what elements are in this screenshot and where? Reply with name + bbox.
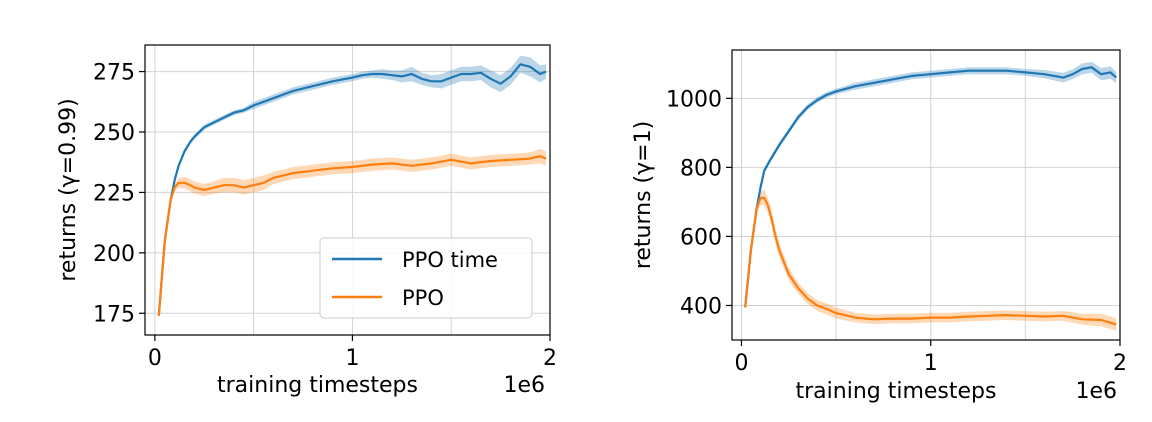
series-band-ppo xyxy=(158,148,547,319)
series-band-ppo-time xyxy=(158,55,547,319)
axes-frame xyxy=(731,49,1121,341)
x-axis-label: training timesteps xyxy=(217,373,418,398)
x-axis-offset-label: 1e6 xyxy=(1075,379,1117,404)
x-tick-label: 0 xyxy=(734,351,748,376)
left-panel: 0 1 2 175 200 225 250 275 training timesteps 1e6 r… xyxy=(56,44,557,398)
series-line-ppo xyxy=(744,196,1117,326)
series-line-ppo xyxy=(157,155,547,316)
y-tick-label: 1000 xyxy=(666,87,722,112)
x-tick-label: 1 xyxy=(345,346,359,371)
legend-label-ppo: PPO xyxy=(402,286,444,310)
x-axis-offset-label: 1e6 xyxy=(503,373,545,398)
right-panel: 0 1 2 400 600 800 1000 training timesteps 1e6 ret… xyxy=(631,49,1127,404)
y-tick-label: 800 xyxy=(680,156,722,181)
y-tick-label: 275 xyxy=(93,61,135,86)
x-tick-label: 2 xyxy=(543,346,557,371)
series-line-ppo-time xyxy=(157,63,547,316)
y-tick-label: 250 xyxy=(93,121,135,146)
x-tick-label: 2 xyxy=(1113,351,1127,376)
x-tick-label: 1 xyxy=(924,351,938,376)
y-tick-label: 175 xyxy=(93,302,135,327)
y-tick-label: 200 xyxy=(93,242,135,267)
series-line-ppo-time xyxy=(744,66,1117,308)
legend: PPO time PPO xyxy=(319,237,533,319)
x-tick-label: 0 xyxy=(148,346,162,371)
series-band-ppo xyxy=(745,190,1117,331)
axes-frame xyxy=(144,44,551,336)
y-axis-label: returns (γ=1) xyxy=(631,121,656,269)
legend-label-ppo-time: PPO time xyxy=(402,248,498,272)
x-axis-label: training timesteps xyxy=(796,379,997,404)
y-tick-label: 225 xyxy=(93,181,135,206)
y-axis-label: returns (γ=0.99) xyxy=(56,98,81,281)
y-tick-label: 600 xyxy=(680,225,722,250)
y-tick-label: 400 xyxy=(680,294,722,319)
